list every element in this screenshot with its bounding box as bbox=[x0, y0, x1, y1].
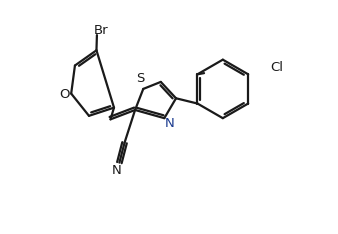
Text: N: N bbox=[165, 117, 174, 130]
Text: S: S bbox=[136, 72, 145, 85]
Text: Cl: Cl bbox=[270, 61, 283, 74]
Text: N: N bbox=[112, 164, 122, 177]
Text: O: O bbox=[59, 88, 69, 101]
Text: Br: Br bbox=[94, 24, 108, 37]
